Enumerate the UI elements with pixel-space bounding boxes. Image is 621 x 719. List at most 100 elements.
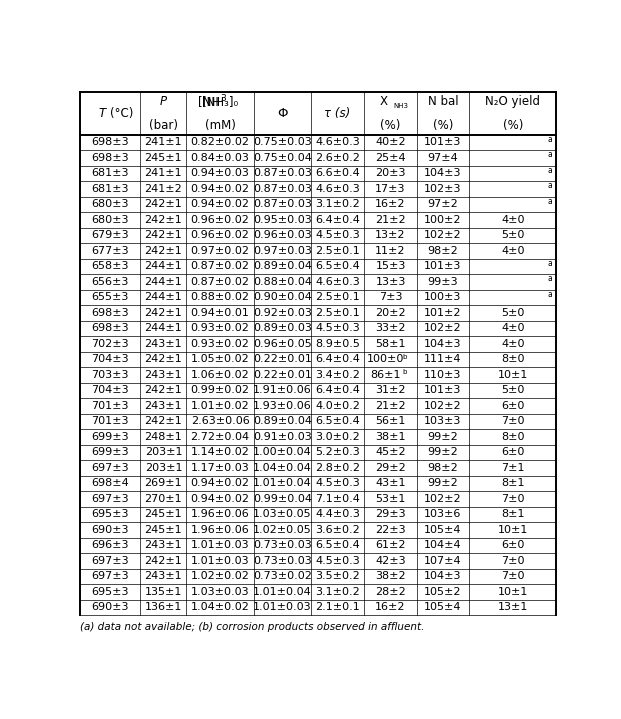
- Text: 203±1: 203±1: [145, 447, 182, 457]
- Text: 31±2: 31±2: [375, 385, 406, 395]
- Text: 698±3: 698±3: [91, 324, 129, 334]
- Text: 242±1: 242±1: [145, 385, 183, 395]
- Text: 101±2: 101±2: [424, 308, 461, 318]
- Text: 242±1: 242±1: [145, 556, 183, 566]
- Text: 6.6±0.4: 6.6±0.4: [315, 168, 360, 178]
- Text: 17±3: 17±3: [375, 184, 406, 194]
- Text: 1.04±0.02: 1.04±0.02: [191, 603, 250, 613]
- Text: 0.88±0.04: 0.88±0.04: [253, 277, 312, 287]
- Text: 245±1: 245±1: [145, 525, 182, 535]
- Text: 0.22±0.01: 0.22±0.01: [253, 354, 312, 365]
- Text: 5.2±0.3: 5.2±0.3: [315, 447, 360, 457]
- Text: 100±0: 100±0: [367, 354, 404, 365]
- Text: 5±0: 5±0: [501, 385, 525, 395]
- Text: 1.01±0.03: 1.01±0.03: [191, 540, 250, 550]
- Text: 698±3: 698±3: [91, 137, 129, 147]
- Text: 241±2: 241±2: [145, 184, 183, 194]
- Text: 4.6±0.3: 4.6±0.3: [315, 184, 360, 194]
- Text: 43±1: 43±1: [375, 478, 406, 488]
- Text: 20±2: 20±2: [375, 308, 406, 318]
- Text: (°C): (°C): [110, 106, 133, 120]
- Text: 1.93±0.06: 1.93±0.06: [253, 401, 312, 411]
- Text: 4.4±0.3: 4.4±0.3: [315, 509, 360, 519]
- Text: a: a: [548, 134, 553, 144]
- Text: 242±1: 242±1: [145, 215, 183, 225]
- Text: 4±0: 4±0: [501, 339, 525, 349]
- Text: 203±1: 203±1: [145, 463, 182, 473]
- Text: 5±0: 5±0: [501, 308, 525, 318]
- Text: 0.87±0.03: 0.87±0.03: [253, 199, 312, 209]
- Text: 56±1: 56±1: [375, 416, 406, 426]
- Text: 0.94±0.02: 0.94±0.02: [191, 184, 250, 194]
- Text: 245±1: 245±1: [145, 153, 182, 163]
- Text: 1.05±0.02: 1.05±0.02: [191, 354, 250, 365]
- Text: 4±0: 4±0: [501, 324, 525, 334]
- Text: 1.91±0.06: 1.91±0.06: [253, 385, 312, 395]
- Text: 0.87±0.03: 0.87±0.03: [253, 184, 312, 194]
- Text: 4±0: 4±0: [501, 246, 525, 256]
- Text: 245±1: 245±1: [145, 509, 182, 519]
- Text: 0.94±0.02: 0.94±0.02: [191, 494, 250, 504]
- Text: 0.75±0.03: 0.75±0.03: [253, 137, 312, 147]
- Text: 0.84±0.03: 0.84±0.03: [191, 153, 250, 163]
- Text: 658±3: 658±3: [91, 262, 129, 271]
- Text: 242±1: 242±1: [145, 354, 183, 365]
- Text: 101±3: 101±3: [424, 262, 461, 271]
- Text: 16±2: 16±2: [375, 199, 406, 209]
- Text: a: a: [548, 259, 553, 267]
- Text: 3.4±0.2: 3.4±0.2: [315, 370, 360, 380]
- Text: 100±3: 100±3: [424, 293, 461, 303]
- Text: 697±3: 697±3: [91, 556, 129, 566]
- Text: 244±1: 244±1: [145, 293, 183, 303]
- Text: 0.89±0.03: 0.89±0.03: [253, 324, 312, 334]
- Text: 2.5±0.1: 2.5±0.1: [315, 293, 360, 303]
- Text: 704±3: 704±3: [91, 385, 129, 395]
- Text: 7.1±0.4: 7.1±0.4: [315, 494, 360, 504]
- Text: 0.87±0.02: 0.87±0.02: [191, 277, 250, 287]
- Text: 698±3: 698±3: [91, 153, 129, 163]
- Text: 13±2: 13±2: [375, 230, 406, 240]
- Text: 105±4: 105±4: [424, 603, 461, 613]
- Text: 0.94±0.02: 0.94±0.02: [191, 478, 250, 488]
- Text: 86±1: 86±1: [371, 370, 401, 380]
- Text: 6.5±0.4: 6.5±0.4: [315, 540, 360, 550]
- Text: 21±2: 21±2: [375, 401, 406, 411]
- Text: 0.95±0.03: 0.95±0.03: [253, 215, 312, 225]
- Text: 2.5±0.1: 2.5±0.1: [315, 246, 360, 256]
- Text: 1.03±0.03: 1.03±0.03: [191, 587, 250, 597]
- Text: 0.94±0.03: 0.94±0.03: [191, 168, 250, 178]
- Text: 243±1: 243±1: [145, 370, 182, 380]
- Text: 0.94±0.02: 0.94±0.02: [191, 199, 250, 209]
- Text: 0.82±0.02: 0.82±0.02: [191, 137, 250, 147]
- Text: 105±4: 105±4: [424, 525, 461, 535]
- Text: [NH: [NH: [198, 95, 220, 108]
- Text: 1.01±0.04: 1.01±0.04: [253, 587, 312, 597]
- Text: 655±3: 655±3: [91, 293, 129, 303]
- Text: 111±4: 111±4: [424, 354, 461, 365]
- Text: 21±2: 21±2: [375, 215, 406, 225]
- Text: 25±4: 25±4: [375, 153, 406, 163]
- Text: 6.4±0.4: 6.4±0.4: [315, 354, 360, 365]
- Text: 10±1: 10±1: [497, 370, 528, 380]
- Text: a: a: [548, 196, 553, 206]
- Text: 695±3: 695±3: [91, 587, 129, 597]
- Text: 1.96±0.06: 1.96±0.06: [191, 509, 250, 519]
- Text: 680±3: 680±3: [91, 215, 129, 225]
- Text: Φ: Φ: [277, 106, 288, 120]
- Text: 7±0: 7±0: [501, 494, 525, 504]
- Text: 696±3: 696±3: [91, 540, 129, 550]
- Text: 3.0±0.2: 3.0±0.2: [315, 432, 360, 442]
- Text: 243±1: 243±1: [145, 540, 182, 550]
- Text: 99±2: 99±2: [428, 432, 458, 442]
- Text: 15±3: 15±3: [375, 262, 406, 271]
- Text: (mM): (mM): [205, 119, 235, 132]
- Text: 136±1: 136±1: [145, 603, 182, 613]
- Text: 242±1: 242±1: [145, 308, 183, 318]
- Text: 242±1: 242±1: [145, 230, 183, 240]
- Text: 13±3: 13±3: [375, 277, 406, 287]
- Text: 6±0: 6±0: [501, 401, 525, 411]
- Text: 102±2: 102±2: [424, 324, 462, 334]
- Text: 4±0: 4±0: [501, 215, 525, 225]
- Text: 1.01±0.03: 1.01±0.03: [191, 556, 250, 566]
- Text: N bal: N bal: [428, 95, 458, 108]
